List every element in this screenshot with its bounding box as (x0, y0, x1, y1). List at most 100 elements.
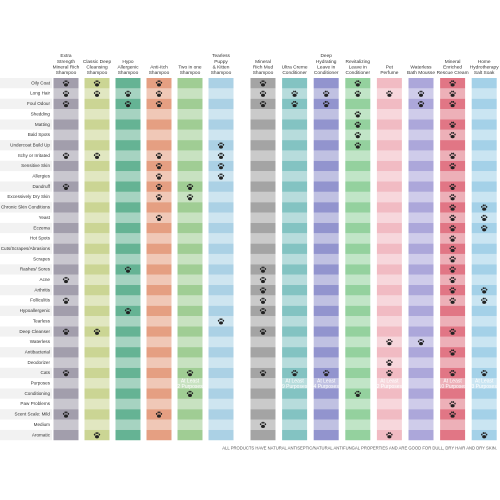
paw-toe (124, 102, 127, 105)
column-band (53, 398, 79, 410)
paw-toe (219, 142, 221, 145)
paw (155, 163, 163, 170)
paw-toe (359, 123, 361, 126)
paw-toe (454, 185, 456, 188)
row-band (0, 129, 52, 141)
row-band (0, 305, 52, 317)
column-band (440, 150, 466, 161)
column-band (471, 243, 497, 254)
row-band (0, 326, 52, 337)
paw-toe (219, 318, 221, 321)
column-band (53, 409, 79, 420)
paw-toe (64, 90, 66, 93)
paw-pad (219, 176, 223, 180)
paw-pad (450, 83, 455, 87)
paw-toe (291, 92, 293, 94)
paw-toe (126, 100, 128, 103)
column-band (345, 274, 371, 285)
paw (354, 90, 361, 97)
column-band (313, 336, 339, 348)
paw-toe (155, 164, 158, 167)
column-header: Salt Soak (474, 70, 495, 76)
column-band (440, 109, 466, 120)
column-band (115, 88, 141, 99)
column-band (208, 264, 234, 275)
paw-toe (264, 299, 267, 301)
column-band (282, 357, 308, 368)
column-band (313, 285, 339, 296)
column-band (408, 347, 434, 358)
paw (449, 328, 456, 335)
paw-pad (126, 310, 130, 315)
purposes-note: At Least (475, 378, 494, 384)
column-band (250, 336, 276, 348)
paw-toe (389, 359, 391, 362)
column-band (313, 429, 339, 441)
paw-toe (449, 226, 451, 229)
paw-toe (454, 247, 456, 250)
column-band (208, 367, 234, 379)
paw-toe (327, 92, 330, 94)
paw-pad (126, 269, 130, 273)
paw (186, 194, 194, 201)
column-band (471, 171, 497, 182)
paw-toe (357, 90, 360, 93)
purposes-note: At Least (317, 378, 336, 384)
column-band (250, 150, 276, 161)
column-band (376, 285, 402, 296)
column-band (282, 233, 308, 244)
column-band (84, 347, 110, 358)
column-header: Shampoo (180, 70, 201, 76)
paw-toe (263, 100, 265, 103)
paw-toe (217, 164, 220, 167)
column-band (376, 160, 402, 172)
paw-toe (327, 371, 330, 374)
column-band (471, 109, 497, 120)
paw-toe (190, 183, 192, 186)
column-band (250, 78, 276, 89)
paw-toe (452, 214, 455, 217)
column-band (177, 150, 203, 161)
paw-toe (95, 90, 97, 93)
column-band (208, 388, 234, 399)
paw-pad (387, 342, 392, 346)
paw (62, 90, 70, 97)
paw-toe (155, 412, 158, 415)
paw-toe (296, 102, 298, 105)
paw (354, 390, 361, 397)
column-band (376, 233, 402, 244)
row-label: Conditioning (24, 391, 50, 396)
paw-pad (450, 217, 455, 222)
column-band (177, 191, 203, 203)
paw (155, 183, 163, 190)
paw-pad (450, 135, 455, 139)
column-band (208, 129, 234, 141)
paw (186, 390, 194, 397)
column-band (376, 409, 402, 420)
row-band (0, 181, 52, 192)
column-band (84, 129, 110, 141)
column-band (282, 388, 308, 399)
paw (62, 297, 70, 304)
paw-pad (450, 414, 455, 418)
column-band (146, 181, 172, 192)
paw-toe (259, 299, 262, 301)
paw-toe (67, 278, 70, 281)
paw (386, 90, 393, 97)
paw (259, 307, 267, 315)
paw-toe (64, 80, 66, 83)
paw-toe (449, 216, 451, 219)
paw-pad (355, 83, 360, 87)
paw-toe (387, 359, 390, 362)
paw-toe (217, 143, 220, 146)
paw-toe (188, 194, 190, 196)
column-band (440, 336, 466, 348)
paw-pad (64, 331, 68, 335)
paw-toe (482, 432, 485, 435)
paw-toe (454, 257, 456, 260)
paw-toe (98, 330, 101, 333)
column-band (84, 388, 110, 399)
column-band (282, 119, 308, 130)
column-band (282, 160, 308, 172)
column-band (208, 274, 234, 285)
